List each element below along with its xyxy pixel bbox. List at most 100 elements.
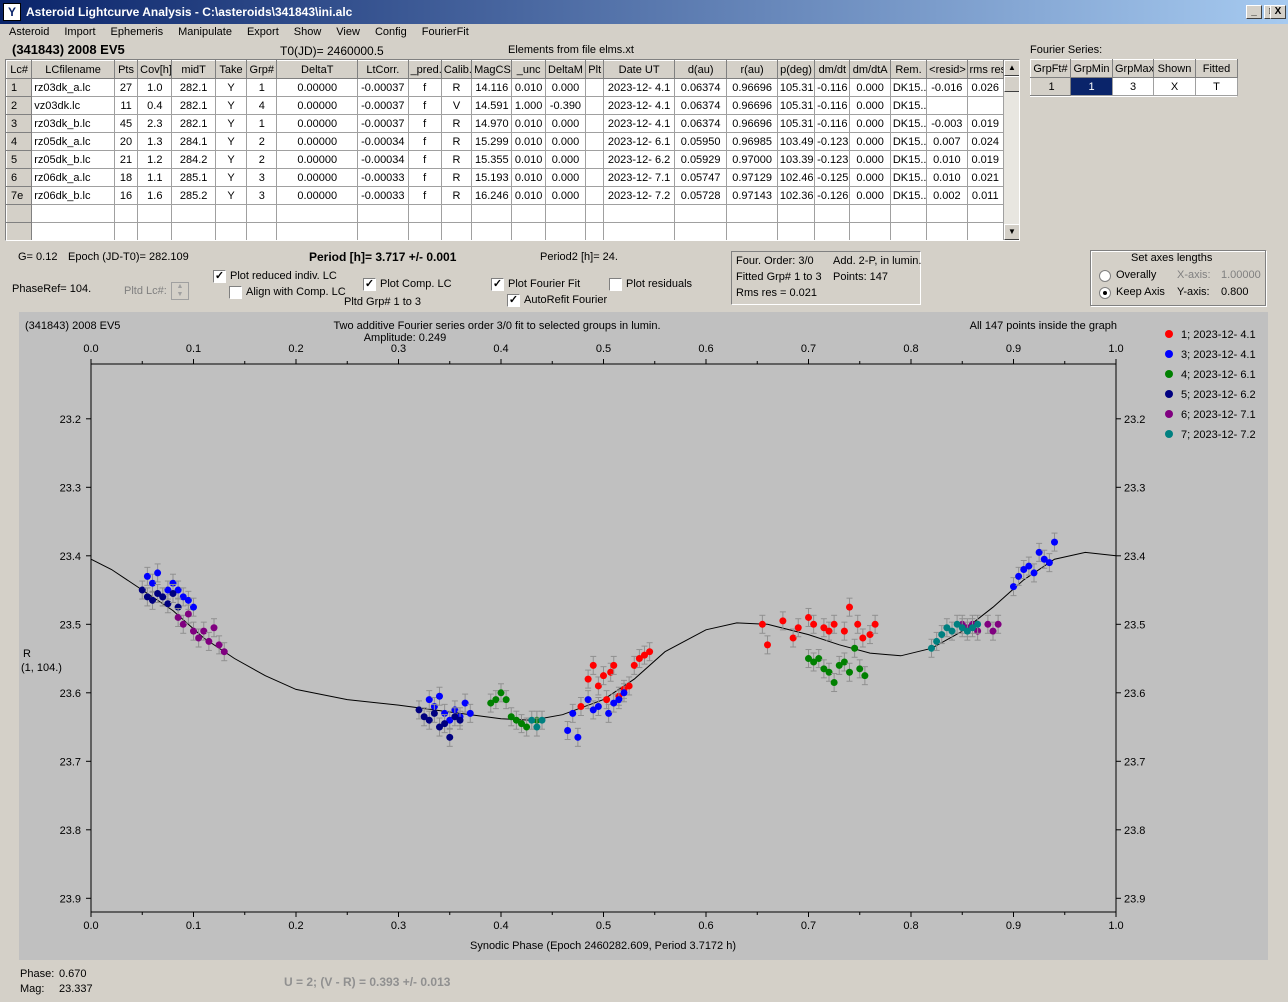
table-cell[interactable]: 1.3 xyxy=(137,132,173,151)
table-cell[interactable]: Y xyxy=(214,168,248,187)
table-cell[interactable]: 0.00000 xyxy=(276,78,359,97)
table-cell[interactable] xyxy=(673,222,728,240)
table-cell[interactable]: f xyxy=(407,78,442,97)
table-cell[interactable]: rz06dk_a.lc xyxy=(31,168,115,187)
fourier-cell[interactable]: X xyxy=(1153,77,1196,96)
table-cell[interactable]: 1 xyxy=(246,114,278,133)
table-cell[interactable]: 0.96696 xyxy=(726,78,778,97)
fourier-cell[interactable]: 1 xyxy=(1030,77,1071,96)
table-cell[interactable]: -0.00037 xyxy=(357,96,409,115)
column-header[interactable]: <resid> xyxy=(926,60,968,79)
table-cell[interactable] xyxy=(544,204,587,223)
table-cell[interactable]: vz03dk.lc xyxy=(31,96,115,115)
table-cell[interactable]: f xyxy=(407,186,442,205)
lightcurve-plot[interactable]: 0.0 0.0 0.1 0.1 0.2 0.2 0.3 0.3 0.4 0.4 0.5 0.5 0.6 0… xyxy=(19,312,1268,960)
table-cell[interactable]: 284.1 xyxy=(171,132,216,151)
table-cell[interactable] xyxy=(171,204,216,223)
table-cell[interactable] xyxy=(357,222,409,240)
overally-radio[interactable] xyxy=(1099,270,1111,282)
table-cell[interactable]: DK15.. xyxy=(889,132,928,151)
table-cell[interactable]: 11 xyxy=(113,96,139,115)
menu-manipulate[interactable]: Manipulate xyxy=(178,26,232,38)
table-cell[interactable]: 20 xyxy=(113,132,139,151)
table-cell[interactable]: 14.591 xyxy=(471,96,513,115)
table-cell[interactable]: Y xyxy=(214,78,248,97)
table-cell[interactable] xyxy=(471,222,513,240)
table-cell[interactable]: 0.000 xyxy=(849,186,891,205)
menu-show[interactable]: Show xyxy=(293,26,322,38)
fourier-series-table[interactable]: GrpFt# GrpMin GrpMax Shown Fitted 1 1 3 X T xyxy=(1030,59,1238,97)
table-cell[interactable]: -0.003 xyxy=(926,114,968,133)
table-cell[interactable]: 2023-12- 4.1 xyxy=(603,114,675,133)
table-cell[interactable] xyxy=(889,222,928,240)
table-cell[interactable] xyxy=(673,204,728,223)
table-cell[interactable]: R xyxy=(440,132,473,151)
table-cell[interactable] xyxy=(814,204,851,223)
table-cell[interactable] xyxy=(246,222,278,240)
menu-fourierfit[interactable]: FourierFit xyxy=(421,26,469,38)
table-cell[interactable]: f xyxy=(407,150,442,169)
table-cell[interactable]: Y xyxy=(214,150,248,169)
table-cell[interactable]: 0.000 xyxy=(849,132,891,151)
table-cell[interactable]: Y xyxy=(214,186,248,205)
table-cell[interactable] xyxy=(814,222,851,240)
table-cell[interactable]: 0.000 xyxy=(849,114,891,133)
table-cell[interactable]: 1.6 xyxy=(137,186,173,205)
table-cell[interactable]: -0.00034 xyxy=(357,150,409,169)
table-cell[interactable] xyxy=(6,204,33,223)
fourier-cell[interactable]: T xyxy=(1195,77,1238,96)
table-cell[interactable]: 0.00000 xyxy=(276,168,359,187)
table-cell[interactable] xyxy=(6,222,33,240)
plot-reduced-checkbox[interactable]: ✓ xyxy=(213,270,226,283)
table-cell[interactable]: f xyxy=(407,132,442,151)
autorefit-checkbox[interactable]: ✓ xyxy=(507,294,520,307)
app-icon[interactable]: Y xyxy=(3,3,21,21)
table-cell[interactable] xyxy=(585,168,605,187)
table-cell[interactable]: -0.123 xyxy=(814,150,851,169)
table-cell[interactable] xyxy=(440,222,473,240)
period2-value[interactable]: Period2 [h]= 24. xyxy=(540,251,618,263)
column-header[interactable]: dm/dtA xyxy=(849,60,891,79)
table-cell[interactable]: 0.010 xyxy=(511,78,546,97)
table-cell[interactable] xyxy=(585,114,605,133)
table-cell[interactable] xyxy=(889,204,928,223)
table-cell[interactable] xyxy=(585,132,605,151)
empty-row[interactable] xyxy=(6,204,1005,223)
table-cell[interactable]: 14.116 xyxy=(471,78,513,97)
table-cell[interactable]: V xyxy=(440,96,473,115)
table-cell[interactable] xyxy=(585,186,605,205)
plot-comp-checkbox[interactable]: ✓ xyxy=(363,278,376,291)
table-cell[interactable] xyxy=(585,222,605,240)
table-cell[interactable] xyxy=(585,78,605,97)
table-cell[interactable]: 0.010 xyxy=(511,132,546,151)
table-cell[interactable]: 2 xyxy=(246,150,278,169)
table-cell[interactable]: 0.96696 xyxy=(726,96,778,115)
table-cell[interactable]: 4 xyxy=(6,132,33,151)
table-cell[interactable]: DK15.. xyxy=(889,150,928,169)
table-cell[interactable] xyxy=(926,204,968,223)
table-cell[interactable]: 103.49 xyxy=(776,132,816,151)
table-cell[interactable]: 4 xyxy=(246,96,278,115)
table-cell[interactable]: 0.000 xyxy=(849,96,891,115)
column-header[interactable]: Take xyxy=(214,60,248,79)
table-cell[interactable]: 0.06374 xyxy=(673,114,728,133)
column-header[interactable]: _unc xyxy=(511,60,546,79)
table-cell[interactable]: 15.193 xyxy=(471,168,513,187)
column-header[interactable]: dm/dt xyxy=(814,60,851,79)
align-comp-checkbox[interactable] xyxy=(229,286,242,299)
table-cell[interactable]: 0.00000 xyxy=(276,186,359,205)
table-cell[interactable] xyxy=(603,204,675,223)
empty-row[interactable] xyxy=(6,222,1005,240)
column-header[interactable]: Grp# xyxy=(246,60,278,79)
table-cell[interactable]: 5 xyxy=(6,150,33,169)
table-cell[interactable]: 2023-12- 6.2 xyxy=(603,150,675,169)
table-row[interactable]: 2 vz03dk.lc 11 0.4 282.1 Y 4 0.00000 -0.00037 f V 1… xyxy=(6,96,1005,115)
table-cell[interactable]: 2023-12- 6.1 xyxy=(603,132,675,151)
table-cell[interactable] xyxy=(214,204,248,223)
pltd-lc-spinner[interactable]: ▲ ▼ xyxy=(171,282,189,300)
table-cell[interactable] xyxy=(31,204,115,223)
column-header[interactable]: LtCorr. xyxy=(357,60,409,79)
column-header[interactable]: midT xyxy=(171,60,216,79)
column-header[interactable]: p(deg) xyxy=(776,60,816,79)
table-cell[interactable]: 105.31 xyxy=(776,96,816,115)
